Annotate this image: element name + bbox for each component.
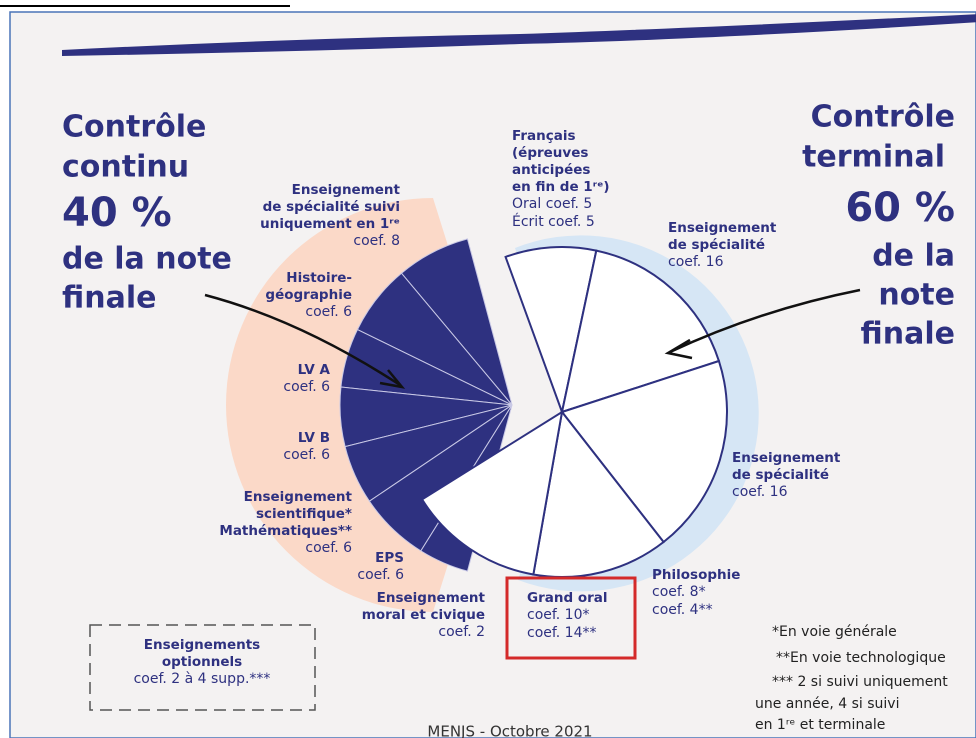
segment-label: LV A xyxy=(298,362,331,378)
right-wedge xyxy=(532,409,665,578)
right-wedge xyxy=(420,409,564,576)
segment-coef: coef. 6 xyxy=(283,447,330,463)
segment-coef: Écrit coef. 5 xyxy=(512,213,595,230)
arrow-left xyxy=(204,293,401,387)
pie xyxy=(339,238,728,578)
heading: continu xyxy=(62,150,189,185)
segment-label: Mathématiques** xyxy=(219,523,352,539)
segment-coef: coef. 2 à 4 supp.*** xyxy=(134,671,271,687)
arrow-right xyxy=(669,288,861,354)
segment-coef: coef. 4** xyxy=(652,602,713,618)
footnote: *En voie générale xyxy=(772,624,897,640)
heading: Contrôle xyxy=(811,100,955,135)
segment-label: Histoire- xyxy=(286,270,352,286)
heading: de la note xyxy=(62,242,232,277)
heading: de la xyxy=(872,239,955,274)
segment-coef: coef. 8 xyxy=(353,233,400,249)
segment-label: Enseignement xyxy=(377,590,486,606)
heading: note xyxy=(878,278,955,313)
segment-coef: coef. 8* xyxy=(652,584,706,600)
segment-label: Grand oral xyxy=(527,590,608,606)
segment-label: de spécialité xyxy=(732,467,829,483)
footnote: une année, 4 si suivi xyxy=(755,696,899,712)
arrow-left-head xyxy=(379,369,406,389)
segment-label: EPS xyxy=(375,550,404,566)
segment-label: Enseignements xyxy=(144,637,260,653)
highlight-box xyxy=(505,576,637,660)
optional-box xyxy=(89,624,316,711)
segment-label: Enseignement xyxy=(244,489,353,505)
segment-label: Philosophie xyxy=(652,567,740,583)
arrow-right-head xyxy=(664,338,693,360)
segment-coef: coef. 10* xyxy=(527,607,590,623)
segment-label: de spécialité xyxy=(668,237,765,253)
segment-label: Enseignement xyxy=(668,220,777,236)
segment-label: optionnels xyxy=(162,654,242,670)
heading: terminal xyxy=(802,140,945,175)
footnote: **En voie technologique xyxy=(776,650,946,666)
right-wedge xyxy=(560,249,721,414)
segment-label: (épreuves xyxy=(512,145,588,161)
segment-coef: coef. 6 xyxy=(305,304,352,320)
segment-label: scientifique* xyxy=(256,506,352,522)
segment-label: anticipées xyxy=(512,162,590,178)
segment-label: LV B xyxy=(298,430,330,446)
segment-coef: coef. 6 xyxy=(357,567,404,583)
footnote: en 1ʳᵉ et terminale xyxy=(755,717,885,733)
segment-label: de spécialité suivi xyxy=(263,199,400,215)
segment-label: géographie xyxy=(265,287,352,303)
footnote: *** 2 si suivi uniquement xyxy=(772,674,948,690)
segment-coef: coef. 16 xyxy=(732,484,788,500)
heading: finale xyxy=(62,281,156,316)
segment-label: Enseignement xyxy=(732,450,841,466)
segment-coef: Oral coef. 5 xyxy=(512,196,592,212)
heading: finale xyxy=(861,317,955,352)
segment-coef: coef. 14** xyxy=(527,625,597,641)
segment-coef: coef. 6 xyxy=(305,540,352,556)
credit: MENJS - Octobre 2021 xyxy=(427,723,592,738)
brush-stroke xyxy=(62,14,976,56)
segment-label: Enseignement xyxy=(292,182,401,198)
percent: 40 % xyxy=(62,190,172,236)
percent: 60 % xyxy=(845,185,955,231)
segment-label: Français xyxy=(512,128,576,144)
segment-label: moral et civique xyxy=(362,607,485,623)
segment-label: en fin de 1ʳᵉ) xyxy=(512,179,610,195)
right-wedge xyxy=(504,246,598,416)
heading: Contrôle xyxy=(62,110,206,145)
right-wedge xyxy=(560,359,728,544)
segment-coef: coef. 16 xyxy=(668,254,724,270)
segment-coef: coef. 2 xyxy=(438,624,485,640)
segment-label: uniquement en 1ʳᵉ xyxy=(260,216,400,232)
segment-coef: coef. 6 xyxy=(283,379,330,395)
